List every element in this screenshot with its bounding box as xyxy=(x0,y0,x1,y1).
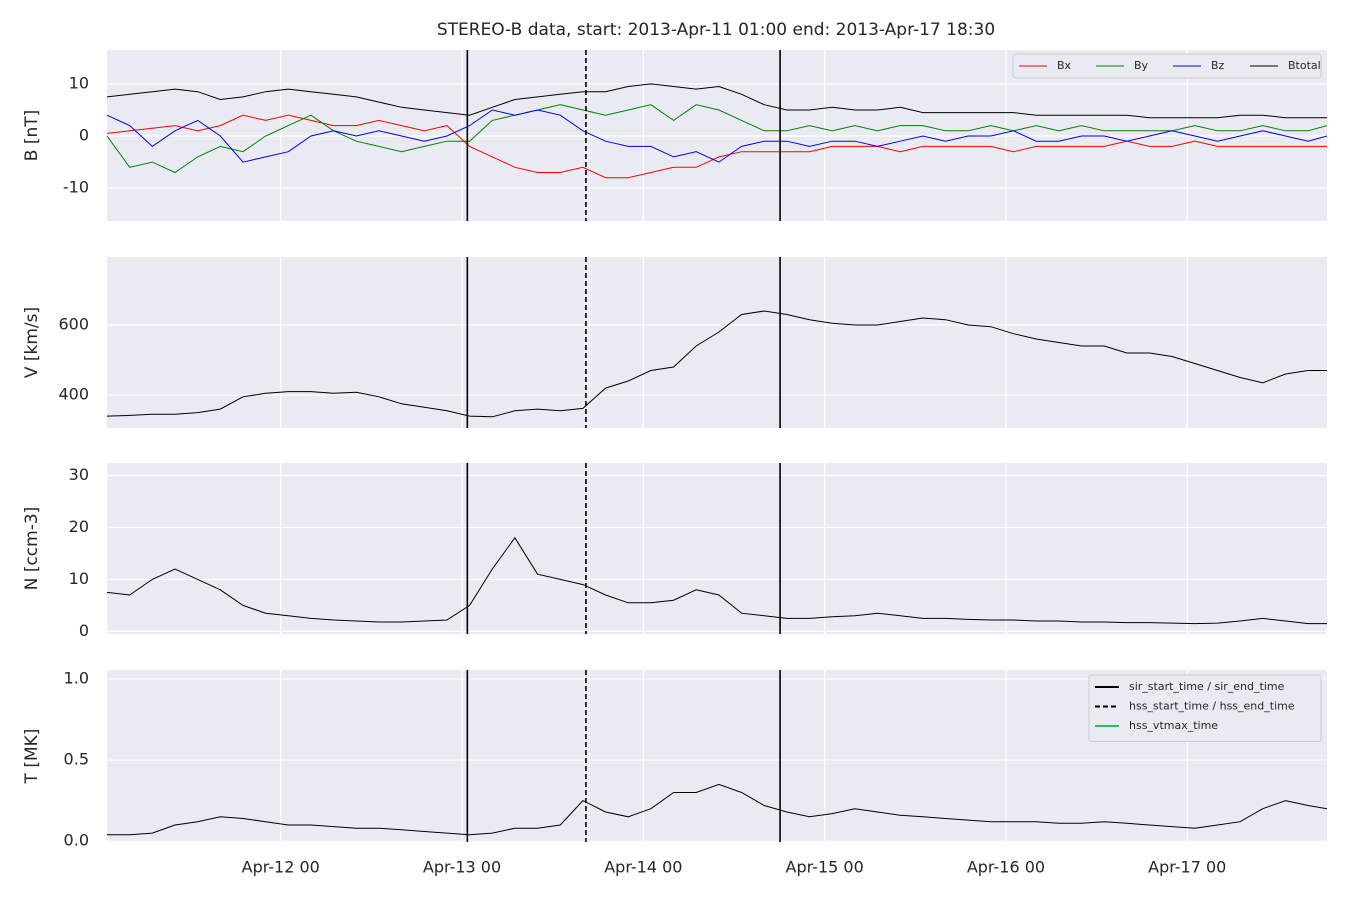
y-tick-label: 0.0 xyxy=(64,831,89,850)
legend-box xyxy=(1012,53,1322,79)
y-tick-label: 600 xyxy=(58,314,89,333)
legend-label: By xyxy=(1134,59,1149,72)
panel: 400 600 V [km/s] xyxy=(22,257,1327,428)
legend-label: sir_start_time / sir_end_time xyxy=(1129,680,1285,693)
x-tick-label: Apr-13 00 xyxy=(423,858,501,877)
series-line xyxy=(107,109,1327,163)
panel: -10 0 10 B [nT] Bx By Bz Btotal xyxy=(22,50,1327,221)
x-tick-label: Apr-12 00 xyxy=(242,858,320,877)
y-tick-label: 1.0 xyxy=(64,668,89,687)
panel: 0 10 20 30 N [ccm-3] xyxy=(22,463,1327,640)
panel: Apr-12 00 Apr-13 00 Apr-14 00 Apr-15 00 Apr-… xyxy=(22,668,1327,877)
series-line xyxy=(107,310,1327,418)
series-line xyxy=(107,783,1327,836)
plot-background xyxy=(107,463,1327,634)
figure-title: STEREO-B data, start: 2013-Apr-11 01:00 … xyxy=(437,20,995,40)
y-tick-label: 400 xyxy=(58,385,89,404)
y-axis-label: N [ccm-3] xyxy=(22,507,42,591)
y-tick-label: 10 xyxy=(69,73,89,92)
y-axis-label: B [nT] xyxy=(22,110,42,162)
legend-label: Bz xyxy=(1211,59,1225,72)
plot-background xyxy=(107,257,1327,428)
legend-box xyxy=(1088,674,1322,742)
y-tick-label: 0 xyxy=(79,126,89,145)
y-tick-label: 30 xyxy=(69,465,89,484)
x-tick-label: Apr-14 00 xyxy=(604,858,682,877)
x-tick-label: Apr-16 00 xyxy=(967,858,1045,877)
y-tick-label: 0.5 xyxy=(64,750,89,769)
legend-label: hss_start_time / hss_end_time xyxy=(1129,700,1295,713)
x-tick-label: Apr-17 00 xyxy=(1148,858,1226,877)
series-line xyxy=(107,83,1327,119)
y-tick-label: 0 xyxy=(79,621,89,640)
y-tick-label: -10 xyxy=(63,178,89,197)
legend-label: hss_vtmax_time xyxy=(1129,719,1218,732)
y-axis-label: V [km/s] xyxy=(22,307,42,378)
y-tick-label: 10 xyxy=(69,569,89,588)
legend-label: Btotal xyxy=(1288,59,1321,72)
series-line xyxy=(107,536,1327,625)
y-tick-label: 20 xyxy=(69,517,89,536)
series-line xyxy=(107,104,1327,174)
legend-label: Bx xyxy=(1057,59,1072,72)
y-axis-label: T [MK] xyxy=(22,729,42,785)
x-tick-label: Apr-15 00 xyxy=(786,858,864,877)
